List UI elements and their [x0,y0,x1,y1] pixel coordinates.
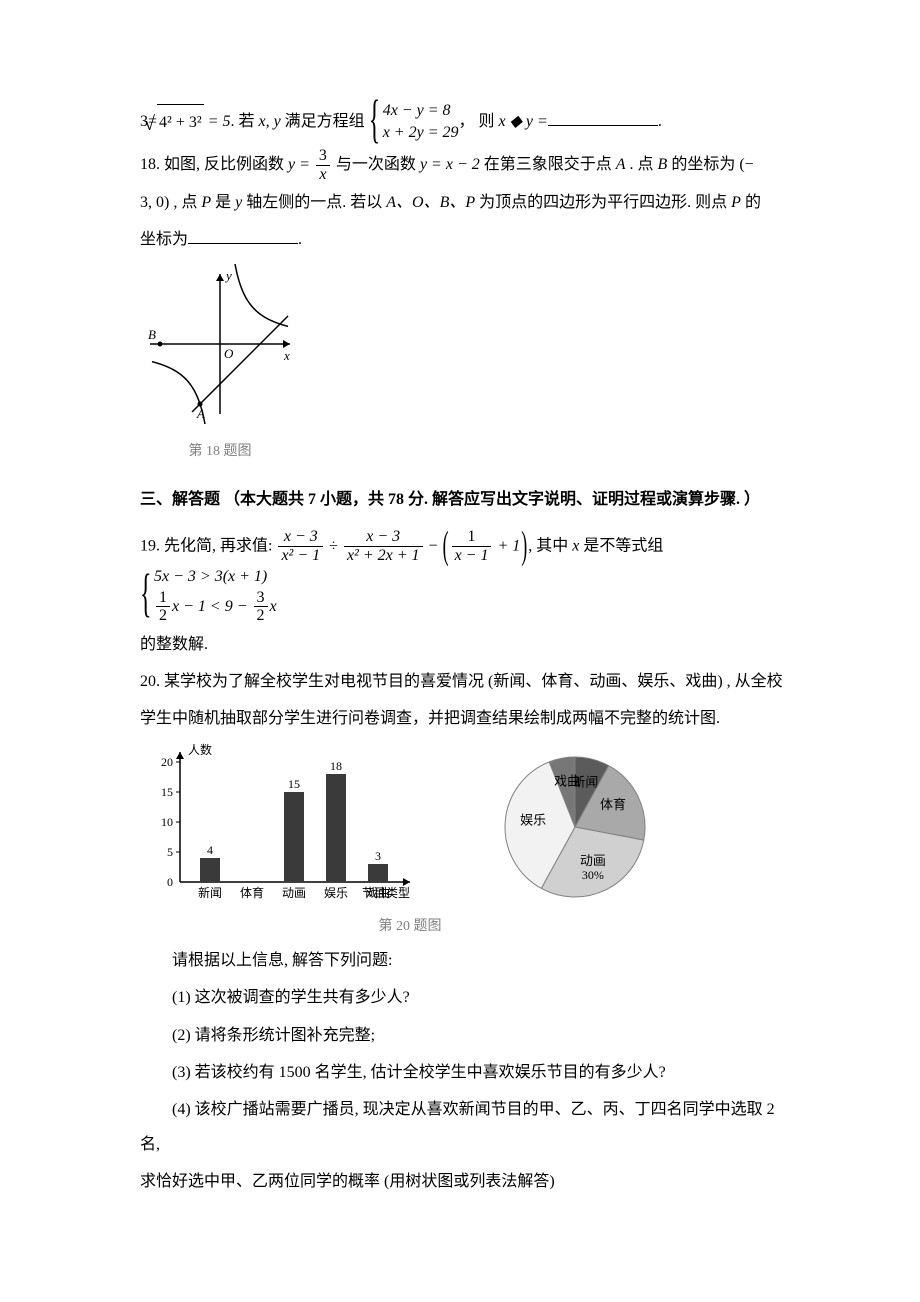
q18-l2e: 的 [741,194,761,211]
q18-A: A [616,156,626,173]
q18-P2: P [731,194,741,211]
q18-P: P [201,194,211,211]
q18-period: . [298,231,302,248]
q17-sys-row1: 4x − y = 8 [383,100,459,122]
svg-text:新闻: 新闻 [198,885,222,900]
svg-text:戏曲: 戏曲 [554,774,580,789]
svg-text:30%: 30% [582,868,604,882]
q20-bar-chart: 51015200人数4新闻体育15动画18娱乐3戏曲节目类型 [140,742,420,912]
q20-caption: 第 20 题图 [140,912,680,943]
q19-minus: − [425,537,442,554]
q20-sub3: (3) 若该校约有 1500 名学生, 估计全校学生中喜欢娱乐节目的有多少人? [140,1055,790,1090]
svg-text:4: 4 [207,843,213,857]
svg-text:娱乐: 娱乐 [324,886,348,900]
q18-mid4: 的坐标为 (− [667,156,753,173]
svg-text:娱乐: 娱乐 [520,813,546,828]
q20-sub4a: (4) 该校广播站需要广播员, 现决定从喜欢新闻节目的甲、乙、丙、丁四名同学中选… [140,1092,790,1162]
svg-text:0: 0 [167,875,173,889]
sqrt-expr: 4² + 3² [157,104,204,140]
q17-system: 4x − y = 8 x + 2y = 29 [369,100,459,145]
svg-text:动画: 动画 [282,886,306,900]
svg-text:15: 15 [288,777,300,791]
svg-text:10: 10 [161,815,173,829]
q19-system: 5x − 3 > 3(x + 1) 12x − 1 < 9 − 32x [140,566,277,625]
q19-sys-row1: 5x − 3 > 3(x + 1) [154,566,277,588]
document-page: 3=4² + 3² = 5. 若 x, y 满足方程组 4x − y = 8 x… [0,0,920,1262]
q18-l2d: 为顶点的四边形为平行四边形. 则点 [475,194,731,211]
svg-text:y: y [224,268,232,283]
q17-line: 3=4² + 3² = 5. 若 x, y 满足方程组 4x − y = 8 x… [140,100,790,145]
q18-line2: 3, 0) , 点 P 是 y 轴左侧的一点. 若以 A、O、B、P 为顶点的四… [140,185,790,220]
q19-line1: 19. 先化简, 再求值: x − 3x² − 1 ÷ x − 3x² + 2x… [140,527,790,625]
svg-text:3: 3 [375,849,381,863]
section3-title: 三、解答题 （本大题共 7 小题，共 78 分. 解答应写出文字说明、证明过程或… [140,482,790,517]
q17-vars: x, y [258,113,280,130]
q17-eqresult: = 5 [204,113,231,130]
q20-charts: 51015200人数4新闻体育15动画18娱乐3戏曲节目类型 新闻体育动画30%… [140,742,790,912]
q18-func1-lhs: y = [288,156,314,173]
q18-AOBP: A、O、B、P [386,194,475,211]
q18-func1-frac: 3x [316,147,330,183]
q17-period: . [658,113,662,130]
q17-text3: ， 则 [458,113,498,130]
svg-text:人数: 人数 [188,742,212,757]
q17-text1: . 若 [230,113,258,130]
q18-line3: 坐标为. [140,222,790,257]
q19-div: ÷ [325,537,342,554]
lparen-icon: ( [443,503,449,590]
svg-text:15: 15 [161,785,173,799]
q19-frac1: x − 3x² − 1 [278,528,323,564]
svg-text:B: B [148,327,156,342]
q19-mid: , 其中 [528,537,572,554]
q19-paren-plus: + 1 [493,537,520,554]
q19-frac2: x − 3x² + 2x + 1 [344,528,423,564]
q19-mid2: 是不等式组 [579,537,663,554]
q17-text2: 满足方程组 [281,113,365,130]
q17-sys-row2: x + 2y = 29 [383,122,459,144]
svg-text:x: x [283,348,290,363]
q18-l3: 坐标为 [140,231,188,248]
q18-func2: y = x − 2 [420,156,480,173]
q18-l2c: 轴左侧的一点. 若以 [242,194,386,211]
q18-B: B [658,156,668,173]
q20-sub1: (1) 这次被调查的学生共有多少人? [140,980,790,1015]
q18-l2a: 3, 0) , 点 [140,194,201,211]
svg-text:体育: 体育 [600,798,626,813]
svg-text:O: O [224,346,234,361]
q18-figure: B O Ax y 第 18 题图 [140,264,790,468]
svg-text:A: A [196,406,205,421]
rparen-icon: ) [521,503,527,590]
q18-line1: 18. 如图, 反比例函数 y = 3x 与一次函数 y = x − 2 在第三… [140,147,790,183]
svg-text:动画: 动画 [580,853,606,868]
q17-blank [548,109,658,126]
q19-sys-row2: 12x − 1 < 9 − 32x [154,589,277,625]
q17-expr-after: x ◆ y = [499,113,548,130]
q20-sub2: (2) 请将条形统计图补充完整; [140,1018,790,1053]
q18-mid3: . 点 [626,156,658,173]
q19-label: 19. 先化简, 再求值: [140,537,276,554]
q18-graph-svg: B O Ax y [140,264,300,424]
svg-text:节目类型: 节目类型 [362,886,410,900]
q20-line2: 学生中随机抽取部分学生进行问卷调查，并把调查结果绘制成两幅不完整的统计图. [140,701,790,736]
svg-text:5: 5 [167,845,173,859]
q18-caption: 第 18 题图 [140,437,300,468]
q20-sub4b: 求恰好选中甲、乙两位同学的概率 (用树状图或列表法解答) [140,1164,790,1199]
q20-prompt: 请根据以上信息, 解答下列问题: [140,943,790,978]
q20-pie-chart: 新闻体育动画30%娱乐戏曲 [480,742,670,912]
svg-text:20: 20 [161,755,173,769]
q19-line2: 的整数解. [140,627,790,662]
svg-text:18: 18 [330,759,342,773]
q20-line1: 20. 某学校为了解全校学生对电视节目的喜爱情况 (新闻、体育、动画、娱乐、戏曲… [140,664,790,699]
q19-paren-frac: 1x − 1 [452,528,492,564]
svg-text:体育: 体育 [240,885,264,900]
q18-mid2: 在第三象限交于点 [480,156,616,173]
q18-blank [188,227,298,244]
q18-label: 18. 如图, 反比例函数 [140,156,288,173]
q18-l2b: 是 [211,194,235,211]
